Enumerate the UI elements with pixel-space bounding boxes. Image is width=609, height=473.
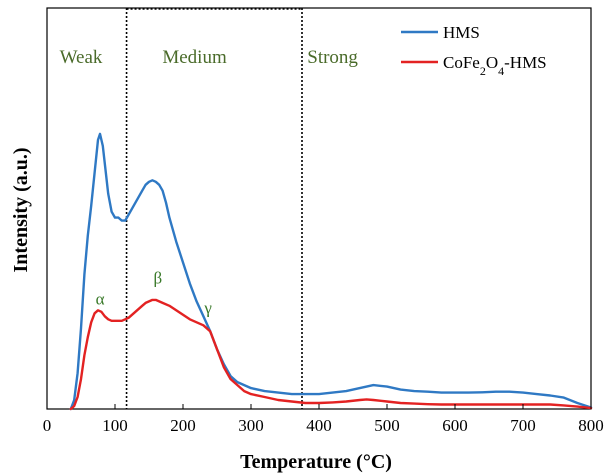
legend-label-cofe2o4-hms: CoFe2O4-HMS <box>443 53 547 78</box>
region-boundaries <box>125 8 303 409</box>
series-line-cofe2o4-hms <box>69 298 593 411</box>
x-tick-label: 500 <box>374 416 400 435</box>
x-tick-label: 100 <box>102 416 128 435</box>
peak-label: β <box>154 268 163 287</box>
legend-label-hms: HMS <box>443 23 480 42</box>
peak-label: α <box>96 289 105 308</box>
x-tick-label: 400 <box>306 416 332 435</box>
region-label-weak: Weak <box>60 47 103 68</box>
region-label-medium: Medium <box>162 47 227 68</box>
x-tick-label: 300 <box>238 416 264 435</box>
peak-labels: α β γ <box>96 268 213 317</box>
x-tick-label: 0 <box>43 416 52 435</box>
x-tick-label: 800 <box>578 416 604 435</box>
region-labels: Weak Medium Strong <box>60 47 359 68</box>
x-axis-title: Temperature (°C) <box>240 451 392 473</box>
peak-label: γ <box>203 298 212 317</box>
legend: HMS CoFe2O4-HMS <box>401 23 547 78</box>
region-label-strong: Strong <box>307 47 358 68</box>
x-ticks: 0 100 200 300 400 500 600 700 800 <box>43 404 604 435</box>
x-tick-label: 700 <box>510 416 536 435</box>
x-tick-label: 600 <box>442 416 468 435</box>
series-layer <box>69 132 593 411</box>
y-axis-title: Intensity (a.u.) <box>10 147 32 272</box>
series-line-hms <box>69 132 593 411</box>
x-tick-label: 200 <box>170 416 196 435</box>
